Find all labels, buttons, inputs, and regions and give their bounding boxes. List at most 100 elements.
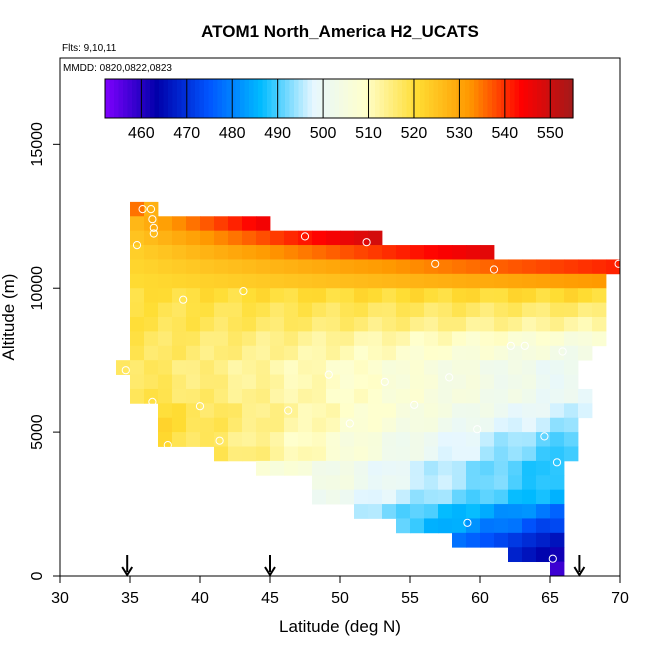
- colorbar-swatch: [334, 79, 340, 118]
- observation-marker: [473, 425, 482, 434]
- heatmap-cell: [550, 432, 565, 447]
- heatmap-cell: [186, 317, 201, 332]
- heatmap-cell: [410, 259, 425, 275]
- heatmap-cell: [256, 345, 271, 361]
- heatmap-cell: [452, 475, 467, 491]
- heatmap-cell: [494, 331, 509, 347]
- heatmap-cell: [396, 302, 411, 318]
- heatmap-cell: [158, 374, 173, 390]
- colorbar-swatch: [451, 79, 457, 118]
- heatmap-cell: [550, 489, 565, 505]
- heatmap-cell: [564, 302, 579, 318]
- heatmap-cell: [312, 489, 327, 505]
- heatmap-cell: [326, 345, 341, 361]
- colorbar-swatch: [177, 79, 183, 118]
- heatmap-cell: [480, 504, 495, 519]
- heatmap-cell: [228, 345, 243, 361]
- heatmap-cell: [368, 331, 383, 347]
- heatmap-cell: [326, 360, 341, 375]
- heatmap-cell: [340, 245, 355, 260]
- heatmap-cell: [312, 417, 327, 433]
- heatmap-cell: [368, 259, 383, 275]
- heatmap-cell: [144, 259, 159, 275]
- heatmap-cell: [424, 345, 439, 361]
- heatmap-cell: [396, 273, 411, 289]
- observation-marker: [179, 295, 188, 304]
- heatmap-cell: [312, 446, 327, 462]
- colorbar-swatch: [447, 79, 453, 118]
- colorbar-swatch: [217, 79, 223, 118]
- heatmap-cell: [452, 417, 467, 433]
- heatmap-cell: [508, 432, 523, 447]
- heatmap-cell: [550, 288, 565, 304]
- heatmap-cell: [410, 360, 425, 375]
- colorbar-swatch: [298, 79, 304, 118]
- heatmap-cell: [158, 432, 173, 447]
- heatmap-cell: [578, 403, 593, 419]
- heatmap-cell: [480, 417, 495, 433]
- heatmap-cell: [466, 475, 481, 491]
- x-tick-label: 35: [121, 590, 139, 607]
- heatmap-cell: [354, 417, 369, 433]
- heatmap-cell: [340, 345, 355, 361]
- heatmap-cell: [130, 201, 145, 217]
- colorbar-swatch: [222, 79, 228, 118]
- heatmap-cell: [312, 230, 327, 246]
- heatmap-cell: [158, 360, 173, 375]
- heatmap-cell: [284, 288, 299, 304]
- colorbar-swatch: [190, 79, 196, 118]
- heatmap-cell: [326, 302, 341, 318]
- heatmap-cell: [200, 317, 215, 332]
- heatmap-cell: [200, 288, 215, 304]
- flight-arrow-head: [573, 566, 586, 577]
- heatmap-cell: [214, 360, 229, 375]
- observation-marker: [163, 441, 172, 450]
- heatmap-cell: [270, 360, 285, 375]
- observation-marker: [489, 265, 499, 274]
- colorbar-swatch: [240, 79, 246, 118]
- colorbar-swatch: [244, 79, 250, 118]
- heatmap-cell: [396, 259, 411, 275]
- heatmap-cell: [494, 518, 509, 534]
- heatmap-cell: [144, 288, 159, 304]
- heatmap-cell: [172, 331, 187, 347]
- heatmap-cell: [382, 345, 397, 361]
- heatmap-cell: [200, 302, 215, 318]
- observation-marker: [540, 432, 549, 441]
- colorbar-swatch: [339, 79, 345, 118]
- y-tick-label: 0: [29, 571, 46, 580]
- heatmap-cell: [550, 345, 565, 361]
- heatmap-cell: [326, 230, 341, 246]
- heatmap-cell: [242, 259, 257, 275]
- heatmap-cell: [158, 288, 173, 304]
- heatmap-cell: [578, 273, 593, 289]
- colorbar-swatch: [109, 79, 115, 118]
- colorbar-swatch: [424, 79, 430, 118]
- colorbar-swatch: [510, 79, 516, 118]
- colorbar-swatch: [406, 79, 412, 118]
- heatmap-cell: [452, 345, 467, 361]
- observation-marker: [239, 287, 248, 296]
- heatmap-cell: [228, 317, 243, 332]
- colorbar-swatch: [181, 79, 187, 118]
- x-tick-label: 40: [191, 590, 209, 607]
- heatmap-cell: [480, 345, 495, 361]
- heatmap-cell: [270, 288, 285, 304]
- heatmap-cell: [424, 417, 439, 433]
- heatmap-cell: [494, 504, 509, 519]
- heatmap-cell: [564, 388, 579, 404]
- heatmap-cell: [214, 273, 229, 289]
- heatmap-cell: [466, 331, 481, 347]
- heatmap-cell: [298, 331, 313, 347]
- colorbar-swatch: [555, 79, 561, 118]
- heatmap-cell: [130, 345, 145, 361]
- heatmap-cell: [438, 360, 453, 375]
- heatmap-cell: [242, 374, 257, 390]
- heatmap-cell: [578, 288, 593, 304]
- heatmap-cell: [592, 273, 607, 289]
- heatmap-cell: [340, 432, 355, 447]
- colorbar-swatch: [132, 79, 138, 118]
- colorbar-swatch: [478, 79, 484, 118]
- heatmap-cell: [284, 273, 299, 289]
- heatmap-cell: [508, 302, 523, 318]
